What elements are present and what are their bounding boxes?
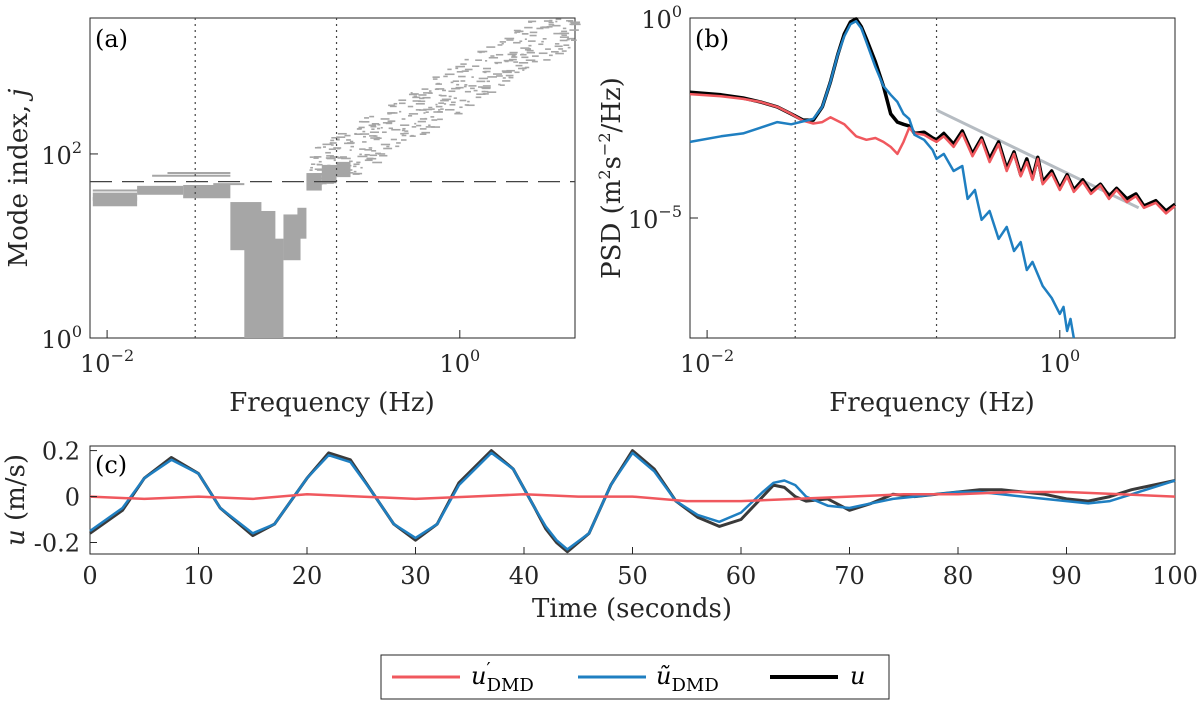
panel-b-reference-lines (794, 18, 1140, 338)
mode-block (244, 210, 276, 338)
x-tick-label: 100 (1152, 562, 1197, 590)
mode-block (183, 184, 231, 199)
legend-label-u-dmd-tilde: ũDMD (656, 662, 719, 696)
x-tick-label: 100 (1039, 346, 1080, 378)
x-tick-label: 10−2 (80, 346, 134, 378)
y-tick-label: 102 (41, 138, 82, 170)
panel-a-xlabel: Frequency (Hz) (229, 388, 435, 418)
psd-series-line (689, 92, 1176, 215)
velocity-series-line (89, 449, 1176, 554)
panel-b-ylabel: PSD (m2s−2/Hz) (595, 77, 627, 279)
panel-b: 10−2 100 10−5 100 (b) Frequency (Hz) PSD (m… (595, 2, 1177, 418)
x-tick-label: 80 (943, 562, 974, 590)
mode-block (283, 214, 301, 261)
legend: u′ DMD ũDMD u (380, 654, 890, 700)
x-tick-label: 0 (82, 562, 97, 590)
panel-c-xlabel: Time (seconds) (532, 594, 732, 624)
panel-c-ylabel: u (m/s) (1, 454, 31, 546)
panel-b-xlabel: Frequency (Hz) (829, 388, 1035, 418)
x-tick-label: 100 (439, 346, 480, 378)
mode-block (297, 207, 307, 239)
x-tick-label: 70 (834, 562, 865, 590)
y-tick-label: 100 (41, 322, 82, 354)
y-tick-label: 0.2 (42, 438, 80, 466)
x-tick-label: 30 (400, 562, 431, 590)
panel-a-ylabel: Mode index, j (4, 89, 34, 268)
x-tick-label: 10 (183, 562, 214, 590)
velocity-series-line (89, 490, 1176, 503)
panel-b-axes-box (689, 17, 1176, 339)
mode-block (92, 192, 138, 201)
panel-b-tag: (b) (695, 25, 729, 53)
panel-c-tag: (c) (95, 451, 127, 479)
mode-block (92, 197, 138, 207)
x-tick-label: 40 (509, 562, 540, 590)
legend-label-u-dmd-prime: u′ DMD (471, 659, 534, 696)
y-tick-label: -0.2 (34, 530, 80, 558)
panel-a-axes-box (89, 17, 576, 339)
panel-a-tag: (a) (95, 25, 128, 53)
panel-c-series (89, 449, 1176, 554)
panel-b-ticks: 10−2 100 10−5 100 (628, 2, 1080, 378)
x-tick-label: 50 (617, 562, 648, 590)
x-tick-label: 90 (1051, 562, 1082, 590)
x-tick-label: 10−2 (680, 346, 734, 378)
mode-block (321, 164, 337, 184)
x-tick-label: 60 (726, 562, 757, 590)
panel-a-mode-blocks (92, 18, 581, 338)
psd-series-line (689, 19, 1076, 339)
y-tick-label: 0 (65, 484, 80, 512)
y-tick-label: 100 (641, 2, 682, 34)
panel-a-reference-lines (90, 18, 575, 338)
panel-b-series (689, 17, 1177, 339)
y-tick-label: 10−5 (628, 202, 682, 234)
x-tick-label: 20 (292, 562, 323, 590)
mode-block (137, 185, 184, 195)
legend-label-u: u (850, 662, 865, 690)
psd-series-line (689, 17, 1177, 213)
